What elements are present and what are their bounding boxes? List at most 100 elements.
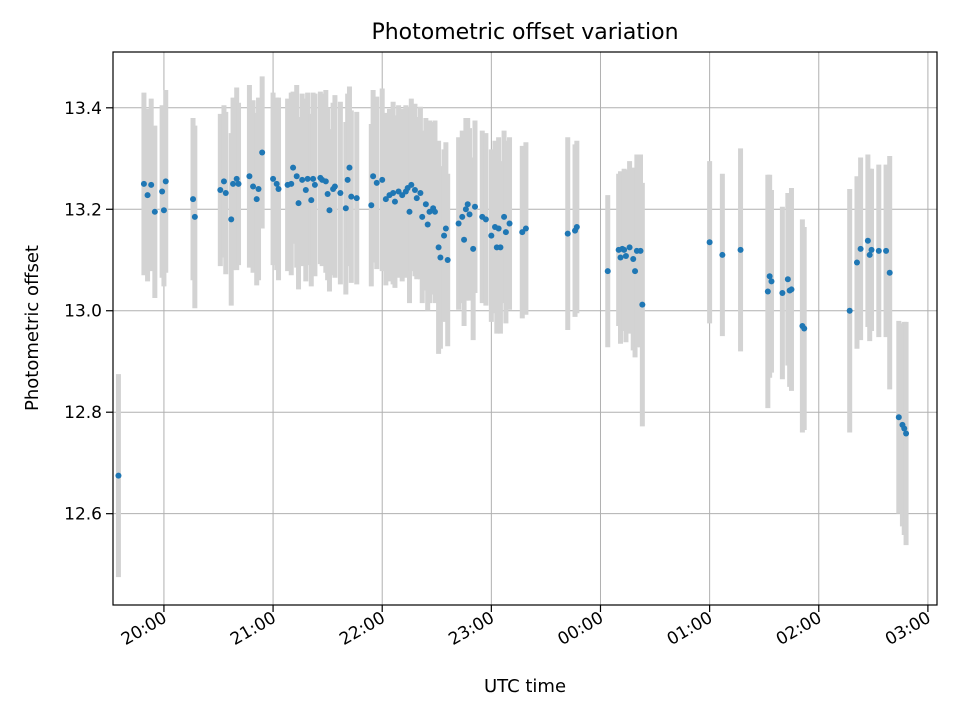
data-point	[370, 173, 377, 180]
data-point	[253, 196, 260, 203]
data-point	[302, 186, 309, 193]
data-point	[471, 203, 478, 210]
data-point	[348, 193, 355, 200]
plot-frame	[112, 51, 938, 606]
data-point	[422, 201, 429, 208]
data-point	[382, 196, 389, 203]
data-point	[604, 268, 611, 275]
data-point	[344, 176, 351, 183]
data-point	[342, 205, 349, 212]
y-tick-label: 13.0	[64, 302, 102, 322]
data-point	[864, 237, 871, 244]
data-point	[868, 246, 875, 253]
data-point	[322, 178, 329, 185]
data-point	[639, 301, 646, 308]
data-point	[901, 425, 908, 432]
data-point	[895, 414, 902, 421]
data-point	[299, 176, 306, 183]
data-point	[706, 239, 713, 246]
chart-title: Photometric offset variation	[371, 20, 678, 45]
data-point	[140, 180, 147, 187]
data-point	[230, 180, 237, 187]
data-point	[866, 251, 873, 258]
data-point	[419, 213, 426, 220]
data-point	[413, 195, 420, 202]
data-point	[784, 276, 791, 283]
y-tick-label: 13.4	[64, 99, 102, 119]
y-axis-label: Photometric offset	[22, 245, 43, 411]
data-point	[441, 232, 448, 239]
data-point	[632, 268, 639, 275]
data-point	[304, 175, 311, 182]
data-point	[846, 307, 853, 314]
data-point	[482, 216, 489, 223]
data-point	[502, 229, 509, 236]
data-point	[310, 175, 317, 182]
data-point	[162, 178, 169, 185]
data-point	[737, 246, 744, 253]
data-point	[466, 211, 473, 218]
data-point	[622, 252, 629, 259]
data-point	[324, 191, 331, 198]
data-point	[461, 236, 468, 243]
data-point	[353, 195, 360, 202]
data-point	[220, 178, 227, 185]
data-point	[391, 198, 398, 205]
data-point	[442, 225, 449, 232]
data-point	[435, 244, 442, 251]
data-point	[191, 213, 198, 220]
data-point	[462, 206, 469, 213]
data-point	[233, 175, 240, 182]
data-point	[470, 245, 477, 252]
data-point	[488, 232, 495, 239]
data-point	[228, 216, 235, 223]
data-point	[151, 208, 158, 215]
data-point	[217, 186, 224, 193]
data-point	[459, 213, 466, 220]
data-point	[379, 176, 386, 183]
data-point	[617, 254, 624, 261]
data-point	[497, 244, 504, 251]
data-point	[406, 208, 413, 215]
data-point	[573, 224, 580, 231]
data-point	[626, 244, 633, 251]
data-point	[455, 220, 462, 227]
y-tick-label: 12.6	[64, 505, 102, 525]
data-point	[506, 220, 513, 227]
x-axis-label: UTC time	[484, 676, 566, 697]
data-point	[417, 190, 424, 197]
data-point	[346, 164, 353, 171]
data-point	[630, 255, 637, 262]
data-points	[115, 149, 910, 479]
data-point	[144, 192, 151, 199]
data-point	[764, 288, 771, 295]
data-point	[337, 190, 344, 197]
data-point	[903, 430, 910, 437]
data-point	[259, 149, 266, 156]
data-point	[288, 180, 295, 187]
data-point	[779, 289, 786, 296]
data-point	[768, 278, 775, 285]
data-point	[160, 207, 167, 214]
data-point	[801, 325, 808, 332]
data-point	[501, 213, 508, 220]
data-point	[495, 225, 502, 232]
data-point	[564, 230, 571, 237]
data-point	[875, 247, 882, 254]
data-point	[411, 186, 418, 193]
data-point	[246, 173, 253, 180]
data-point	[308, 197, 315, 204]
data-point	[326, 207, 333, 214]
data-point	[190, 196, 197, 203]
data-point	[235, 180, 242, 187]
data-point	[222, 190, 229, 197]
data-point	[290, 164, 297, 171]
data-point	[766, 273, 773, 280]
data-point	[270, 175, 277, 182]
data-point	[115, 472, 122, 479]
data-point	[444, 257, 451, 264]
data-point	[293, 173, 300, 180]
data-point	[853, 259, 860, 266]
data-point	[431, 208, 438, 215]
